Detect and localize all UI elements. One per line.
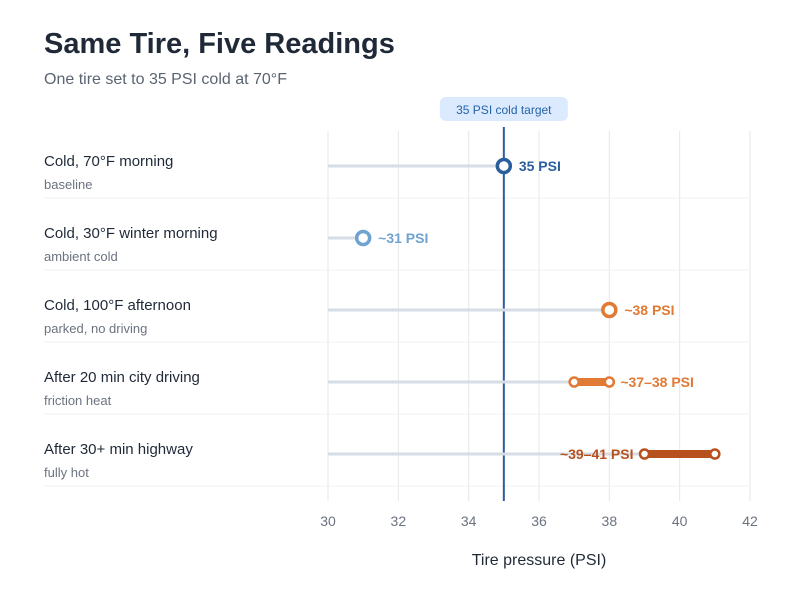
- row-sublabel: parked, no driving: [44, 321, 148, 336]
- chart-subtitle: One tire set to 35 PSI cold at 70°F: [44, 71, 287, 88]
- row-label: After 30+ min highway: [44, 441, 193, 458]
- reference-label-bg: [439, 97, 568, 121]
- x-axis-title: Tire pressure (PSI): [472, 552, 607, 569]
- reading-dot: [601, 301, 618, 319]
- value-label: 35 PSI: [519, 158, 561, 174]
- row-sublabel: friction heat: [44, 393, 112, 408]
- x-tick-label: 36: [531, 513, 547, 529]
- row-label: Cold, 70°F morning: [44, 153, 174, 170]
- x-tick-label: 40: [672, 513, 688, 529]
- row-sublabel: ambient cold: [44, 249, 118, 264]
- x-tick-label: 32: [391, 513, 407, 529]
- range-low-dot: [568, 376, 580, 388]
- x-tick-label: 34: [461, 513, 477, 529]
- value-label: ~37–38 PSI: [620, 374, 694, 390]
- reference-label: 35 PSI cold target: [456, 103, 552, 117]
- row-label: Cold, 30°F winter morning: [44, 225, 218, 242]
- row-sublabel: baseline: [44, 177, 93, 192]
- x-tick-label: 30: [320, 513, 336, 529]
- chart-title: Same Tire, Five Readings: [44, 28, 395, 60]
- range-low-dot: [638, 448, 651, 460]
- range-high-dot: [709, 448, 721, 460]
- range-high-dot: [603, 376, 616, 388]
- value-label: ~31 PSI: [378, 230, 428, 246]
- reading-dot: [354, 229, 372, 247]
- value-label: ~39–41 PSI: [560, 446, 634, 462]
- row-label: After 20 min city driving: [44, 369, 200, 386]
- reading-dot: [495, 157, 513, 175]
- value-label: ~38 PSI: [624, 302, 674, 318]
- row-sublabel: fully hot: [44, 465, 89, 480]
- row-label: Cold, 100°F afternoon: [44, 297, 191, 314]
- x-tick-label: 38: [602, 513, 618, 529]
- x-tick-label: 42: [742, 513, 758, 529]
